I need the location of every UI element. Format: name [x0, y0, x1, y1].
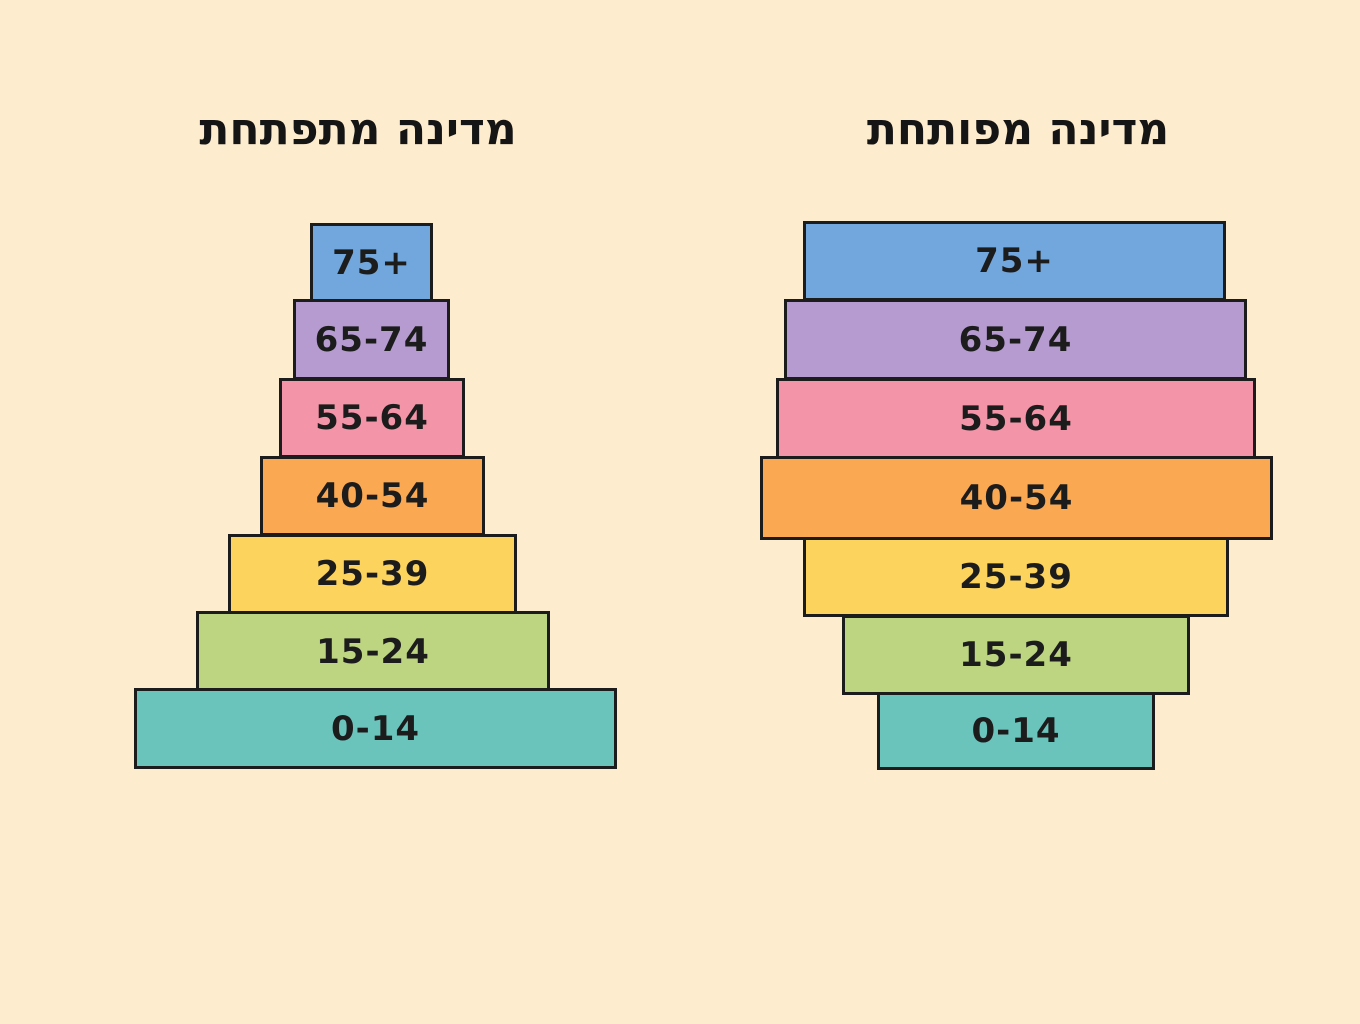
developing-bar-40-54: 40-54 [260, 456, 485, 536]
age-group-label: 75+ [332, 243, 411, 283]
developed-country-title: מדינה מפותחת [866, 104, 1170, 155]
developed-bar-40-54: 40-54 [760, 456, 1273, 540]
developing-bar-65-74: 65-74 [293, 299, 450, 380]
age-group-label: 15-24 [959, 635, 1073, 675]
developing-country-title: מדינה מתפתחת [199, 104, 517, 155]
age-group-label: 55-64 [315, 398, 429, 438]
developed-bar-25-39: 25-39 [803, 537, 1229, 617]
age-group-label: 15-24 [316, 631, 430, 672]
age-group-label: 75+ [975, 241, 1054, 281]
age-group-label: 40-54 [315, 476, 430, 516]
developed-bar-75-plus: 75+ [803, 221, 1226, 301]
age-group-label: 65-74 [958, 319, 1073, 360]
developing-bar-75-plus: 75+ [310, 223, 433, 303]
developing-bar-0-14: 0-14 [134, 688, 617, 769]
developed-bar-0-14: 0-14 [877, 692, 1155, 770]
developing-bar-55-64: 55-64 [279, 378, 465, 458]
developed-bar-65-74: 65-74 [784, 299, 1247, 380]
developing-bar-15-24: 15-24 [196, 611, 550, 692]
age-group-label: 65-74 [314, 319, 429, 360]
age-group-label: 0-14 [330, 708, 421, 749]
developing-bar-25-39: 25-39 [228, 534, 517, 614]
age-group-label: 25-39 [959, 557, 1073, 597]
age-group-label: 25-39 [315, 554, 430, 594]
age-group-label: 55-64 [959, 398, 1073, 439]
age-group-label: 40-54 [959, 478, 1074, 518]
developed-bar-55-64: 55-64 [776, 378, 1256, 459]
developed-bar-15-24: 15-24 [842, 615, 1190, 695]
age-group-label: 0-14 [971, 711, 1061, 751]
